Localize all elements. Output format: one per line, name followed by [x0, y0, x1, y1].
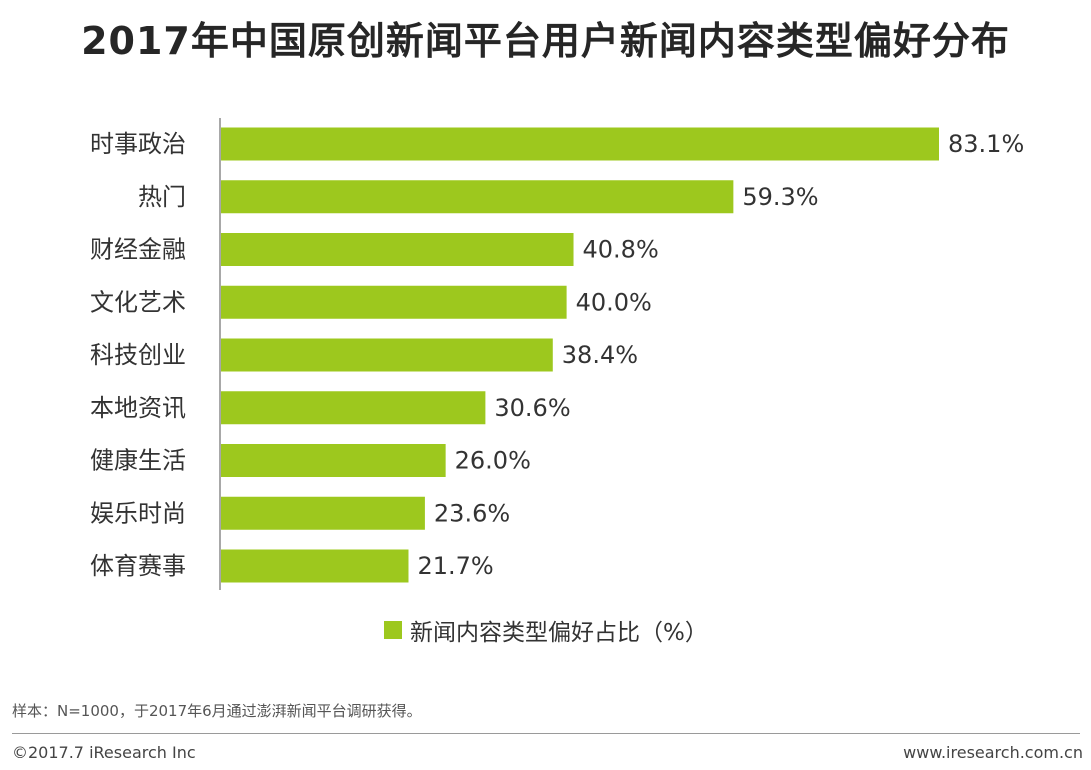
bar: [221, 444, 446, 477]
bar: [221, 496, 425, 530]
value-label: 30.6%: [494, 394, 570, 422]
website-link[interactable]: www.iresearch.com.cn: [903, 743, 1083, 762]
value-label: 26.0%: [455, 447, 531, 475]
value-label: 23.6%: [434, 499, 510, 527]
value-label: 83.1%: [948, 130, 1024, 158]
bar: [221, 338, 553, 372]
chart-title: 2017年中国原创新闻平台用户新闻内容类型偏好分布: [81, 19, 1010, 63]
value-label: 38.4%: [562, 341, 638, 369]
category-label: 体育赛事: [90, 552, 186, 580]
legend-label: 新闻内容类型偏好占比（%）: [410, 620, 708, 646]
value-label: 59.3%: [742, 183, 818, 211]
bar: [221, 285, 567, 319]
legend: 新闻内容类型偏好占比（%）: [384, 614, 708, 646]
value-label: 21.7%: [417, 552, 493, 580]
bar: [221, 391, 486, 425]
category-label: 财经金融: [90, 236, 186, 264]
category-label: 本地资讯: [90, 394, 186, 422]
copyright-text: ©2017.7 iResearch Inc: [12, 743, 196, 762]
category-label: 热门: [138, 183, 186, 211]
sample-note: 样本：N=1000，于2017年6月通过澎湃新闻平台调研获得。: [12, 702, 422, 720]
legend-swatch: [384, 621, 402, 639]
footer-divider: [12, 733, 1080, 734]
category-label: 时事政治: [90, 130, 186, 158]
category-label: 文化艺术: [90, 288, 186, 316]
value-label: 40.0%: [576, 288, 652, 316]
category-label: 健康生活: [90, 447, 186, 475]
value-label: 40.8%: [583, 236, 659, 264]
bar: [221, 180, 734, 214]
bar: [221, 233, 574, 266]
category-label: 娱乐时尚: [90, 499, 186, 527]
category-label: 科技创业: [90, 341, 186, 369]
bar: [221, 549, 409, 583]
bar: [221, 127, 939, 161]
bar-chart: 时事政治 83.1% 热门 59.3% 财经金融 40.8% 文化艺术 40.0% 科技创业 38…: [90, 118, 1024, 590]
